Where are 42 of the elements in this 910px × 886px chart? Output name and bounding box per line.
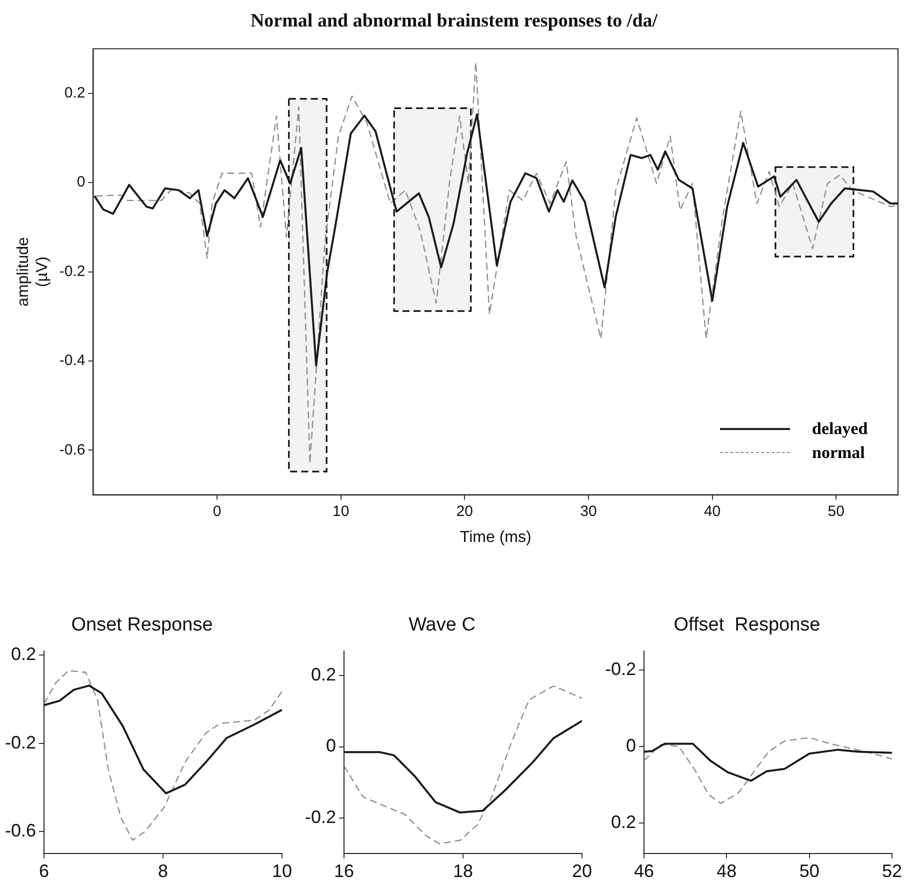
line-series [44, 670, 282, 841]
x-axis-title: Time (ms) [460, 528, 532, 546]
x-tick-label: 46 [634, 861, 654, 882]
x-tick-label: 18 [452, 861, 474, 882]
y-tick-label: 0 [626, 735, 636, 756]
y-tick-label: 0 [76, 174, 86, 191]
y-tick-label: 0.2 [310, 664, 336, 685]
y-tick-label: -0.6 [4, 820, 36, 840]
x-tick-label: 52 [882, 861, 902, 882]
y-tick-label: -0.2 [59, 262, 86, 280]
chart-title: Onset Response [71, 614, 213, 636]
x-tick-label: 10 [272, 861, 292, 882]
y-tick-label: -0.6 [59, 441, 86, 458]
y-axis-title: amplitude (µV) [15, 237, 52, 306]
chart-title: Normal and abnormal brainstem responses to /da/ [250, 10, 658, 32]
y-tick-label: -0.2 [604, 658, 636, 679]
x-tick-label: 10 [332, 502, 350, 520]
x-tick-label: 16 [334, 861, 354, 882]
y-tick-label: 0.2 [64, 84, 86, 102]
y-tick-label: -0.2 [4, 732, 36, 752]
chart-title: Wave C [408, 614, 476, 636]
x-tick-label: 8 [158, 861, 168, 882]
x-tick-label: 50 [828, 502, 844, 520]
x-tick-label: 20 [456, 502, 474, 520]
x-tick-label: 40 [704, 502, 721, 520]
line-series [95, 62, 898, 464]
line-series [644, 736, 892, 804]
x-tick-label: 50 [799, 861, 820, 882]
x-tick-label: 20 [572, 861, 592, 882]
y-tick-label: 0.2 [10, 644, 36, 664]
y-tick-label: -0.4 [59, 352, 86, 370]
y-tick-label: 0 [326, 736, 336, 756]
y-tick-label: -0.2 [304, 806, 336, 827]
legend-label: normal [812, 442, 865, 463]
x-tick-label: 0 [212, 502, 222, 520]
line-series [344, 685, 582, 844]
chart-title: Offset Response [674, 614, 820, 636]
x-tick-label: 6 [39, 861, 50, 882]
legend-label: delayed [812, 418, 868, 439]
x-tick-label: 48 [716, 861, 737, 882]
x-tick-label: 30 [580, 502, 597, 520]
y-tick-label: 0.2 [610, 812, 636, 832]
